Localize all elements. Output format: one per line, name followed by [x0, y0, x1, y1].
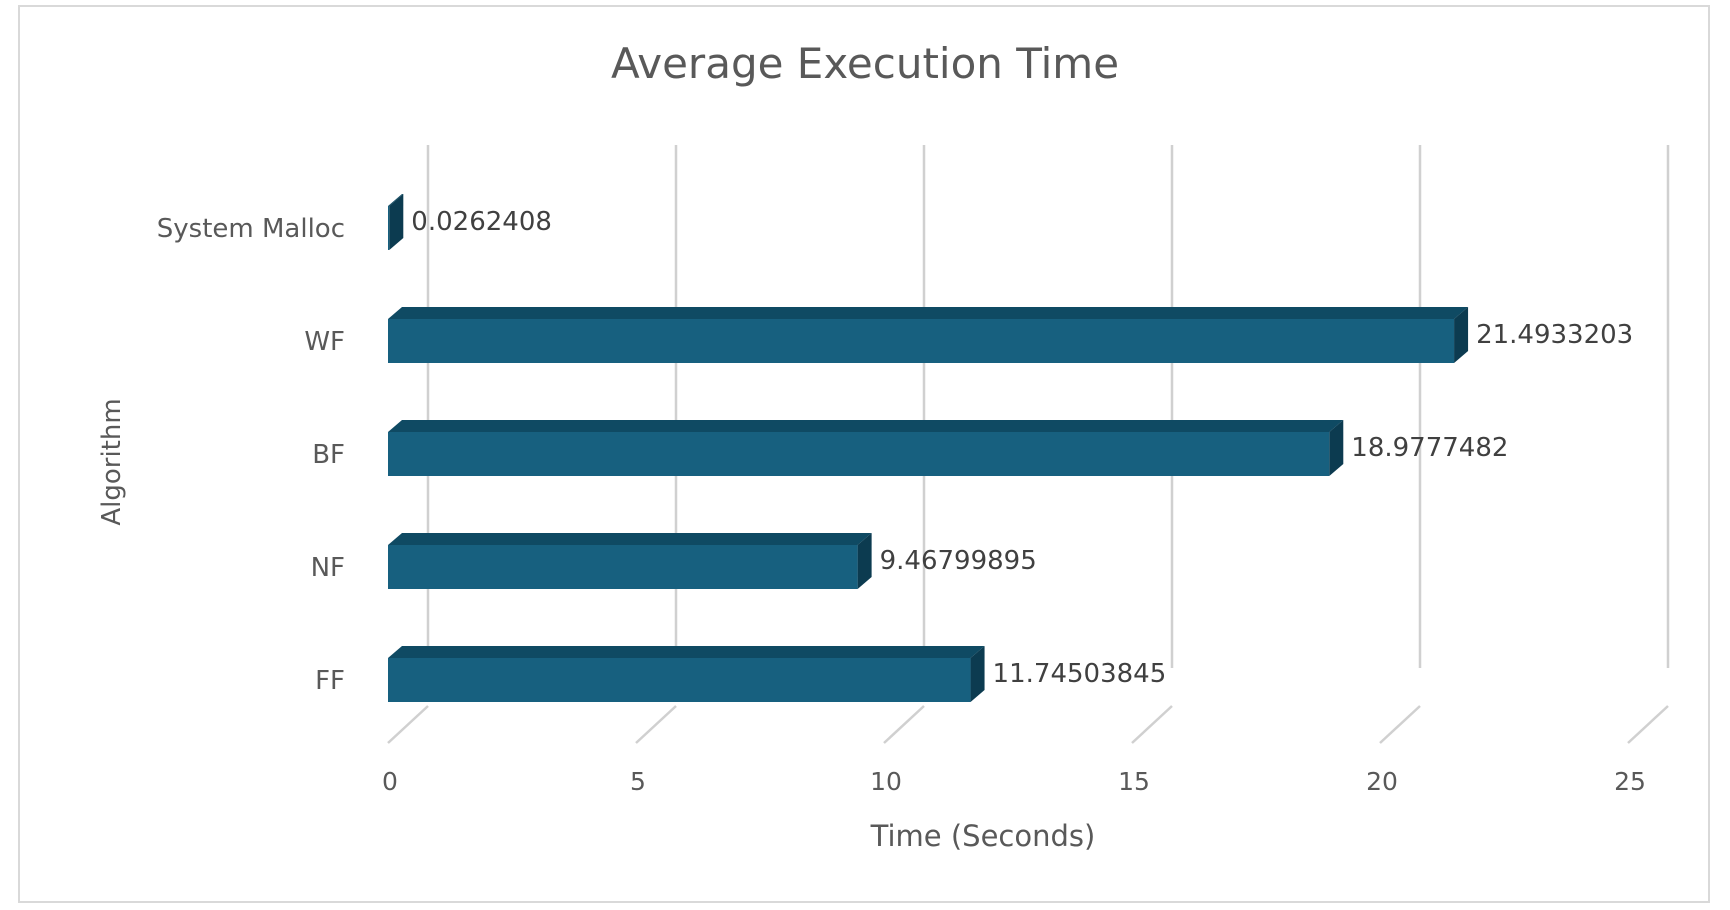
- data-label: 18.9777482: [1351, 433, 1508, 463]
- x-tick-label: 5: [630, 767, 646, 796]
- bar: [388, 432, 1330, 476]
- bar: [388, 319, 1455, 363]
- bar-side-face: [1329, 420, 1344, 476]
- x-axis-label: Time (Seconds): [870, 819, 1096, 853]
- x-tick-label: 20: [1366, 767, 1398, 796]
- floor-gridline: [1131, 705, 1173, 744]
- bar-side-face: [389, 194, 404, 250]
- bar-top-face: [388, 420, 1344, 432]
- floor-gridline: [387, 705, 429, 744]
- bar-top-face: [388, 533, 872, 545]
- bar-side-face: [1454, 307, 1469, 363]
- chart-title: Average Execution Time: [611, 39, 1119, 88]
- bar-top-face: [388, 307, 1469, 319]
- x-tick-label: 25: [1614, 767, 1646, 796]
- category-label: FF: [315, 666, 345, 696]
- data-label: 9.46799895: [880, 546, 1037, 576]
- x-tick-label: 15: [1118, 767, 1150, 796]
- bar: [388, 658, 971, 702]
- category-label: NF: [311, 553, 345, 583]
- bars: [388, 194, 1469, 702]
- bar: [388, 545, 858, 589]
- bar: [388, 206, 390, 250]
- y-axis-label: Algorithm: [97, 398, 127, 525]
- data-label: 11.74503845: [993, 659, 1167, 689]
- bar-side-face: [857, 533, 872, 589]
- data-label: 0.0262408: [411, 207, 552, 237]
- floor-gridline: [883, 705, 925, 744]
- category-label: WF: [304, 327, 345, 357]
- floor-gridline: [1627, 705, 1669, 744]
- floor-gridline: [1379, 705, 1421, 744]
- bar-top-face: [388, 646, 985, 658]
- floor-gridline: [635, 705, 677, 744]
- category-label: System Malloc: [157, 214, 345, 244]
- labels: 0 5 10 15 20 25 System Malloc 0.0262408 WF 21.493…: [157, 207, 1646, 796]
- data-label: 21.4933203: [1476, 320, 1633, 350]
- x-tick-label: 10: [870, 767, 902, 796]
- category-label: BF: [312, 440, 345, 470]
- x-tick-label: 0: [382, 767, 398, 796]
- bar-top-face: [388, 194, 404, 206]
- bar-side-face: [970, 646, 985, 702]
